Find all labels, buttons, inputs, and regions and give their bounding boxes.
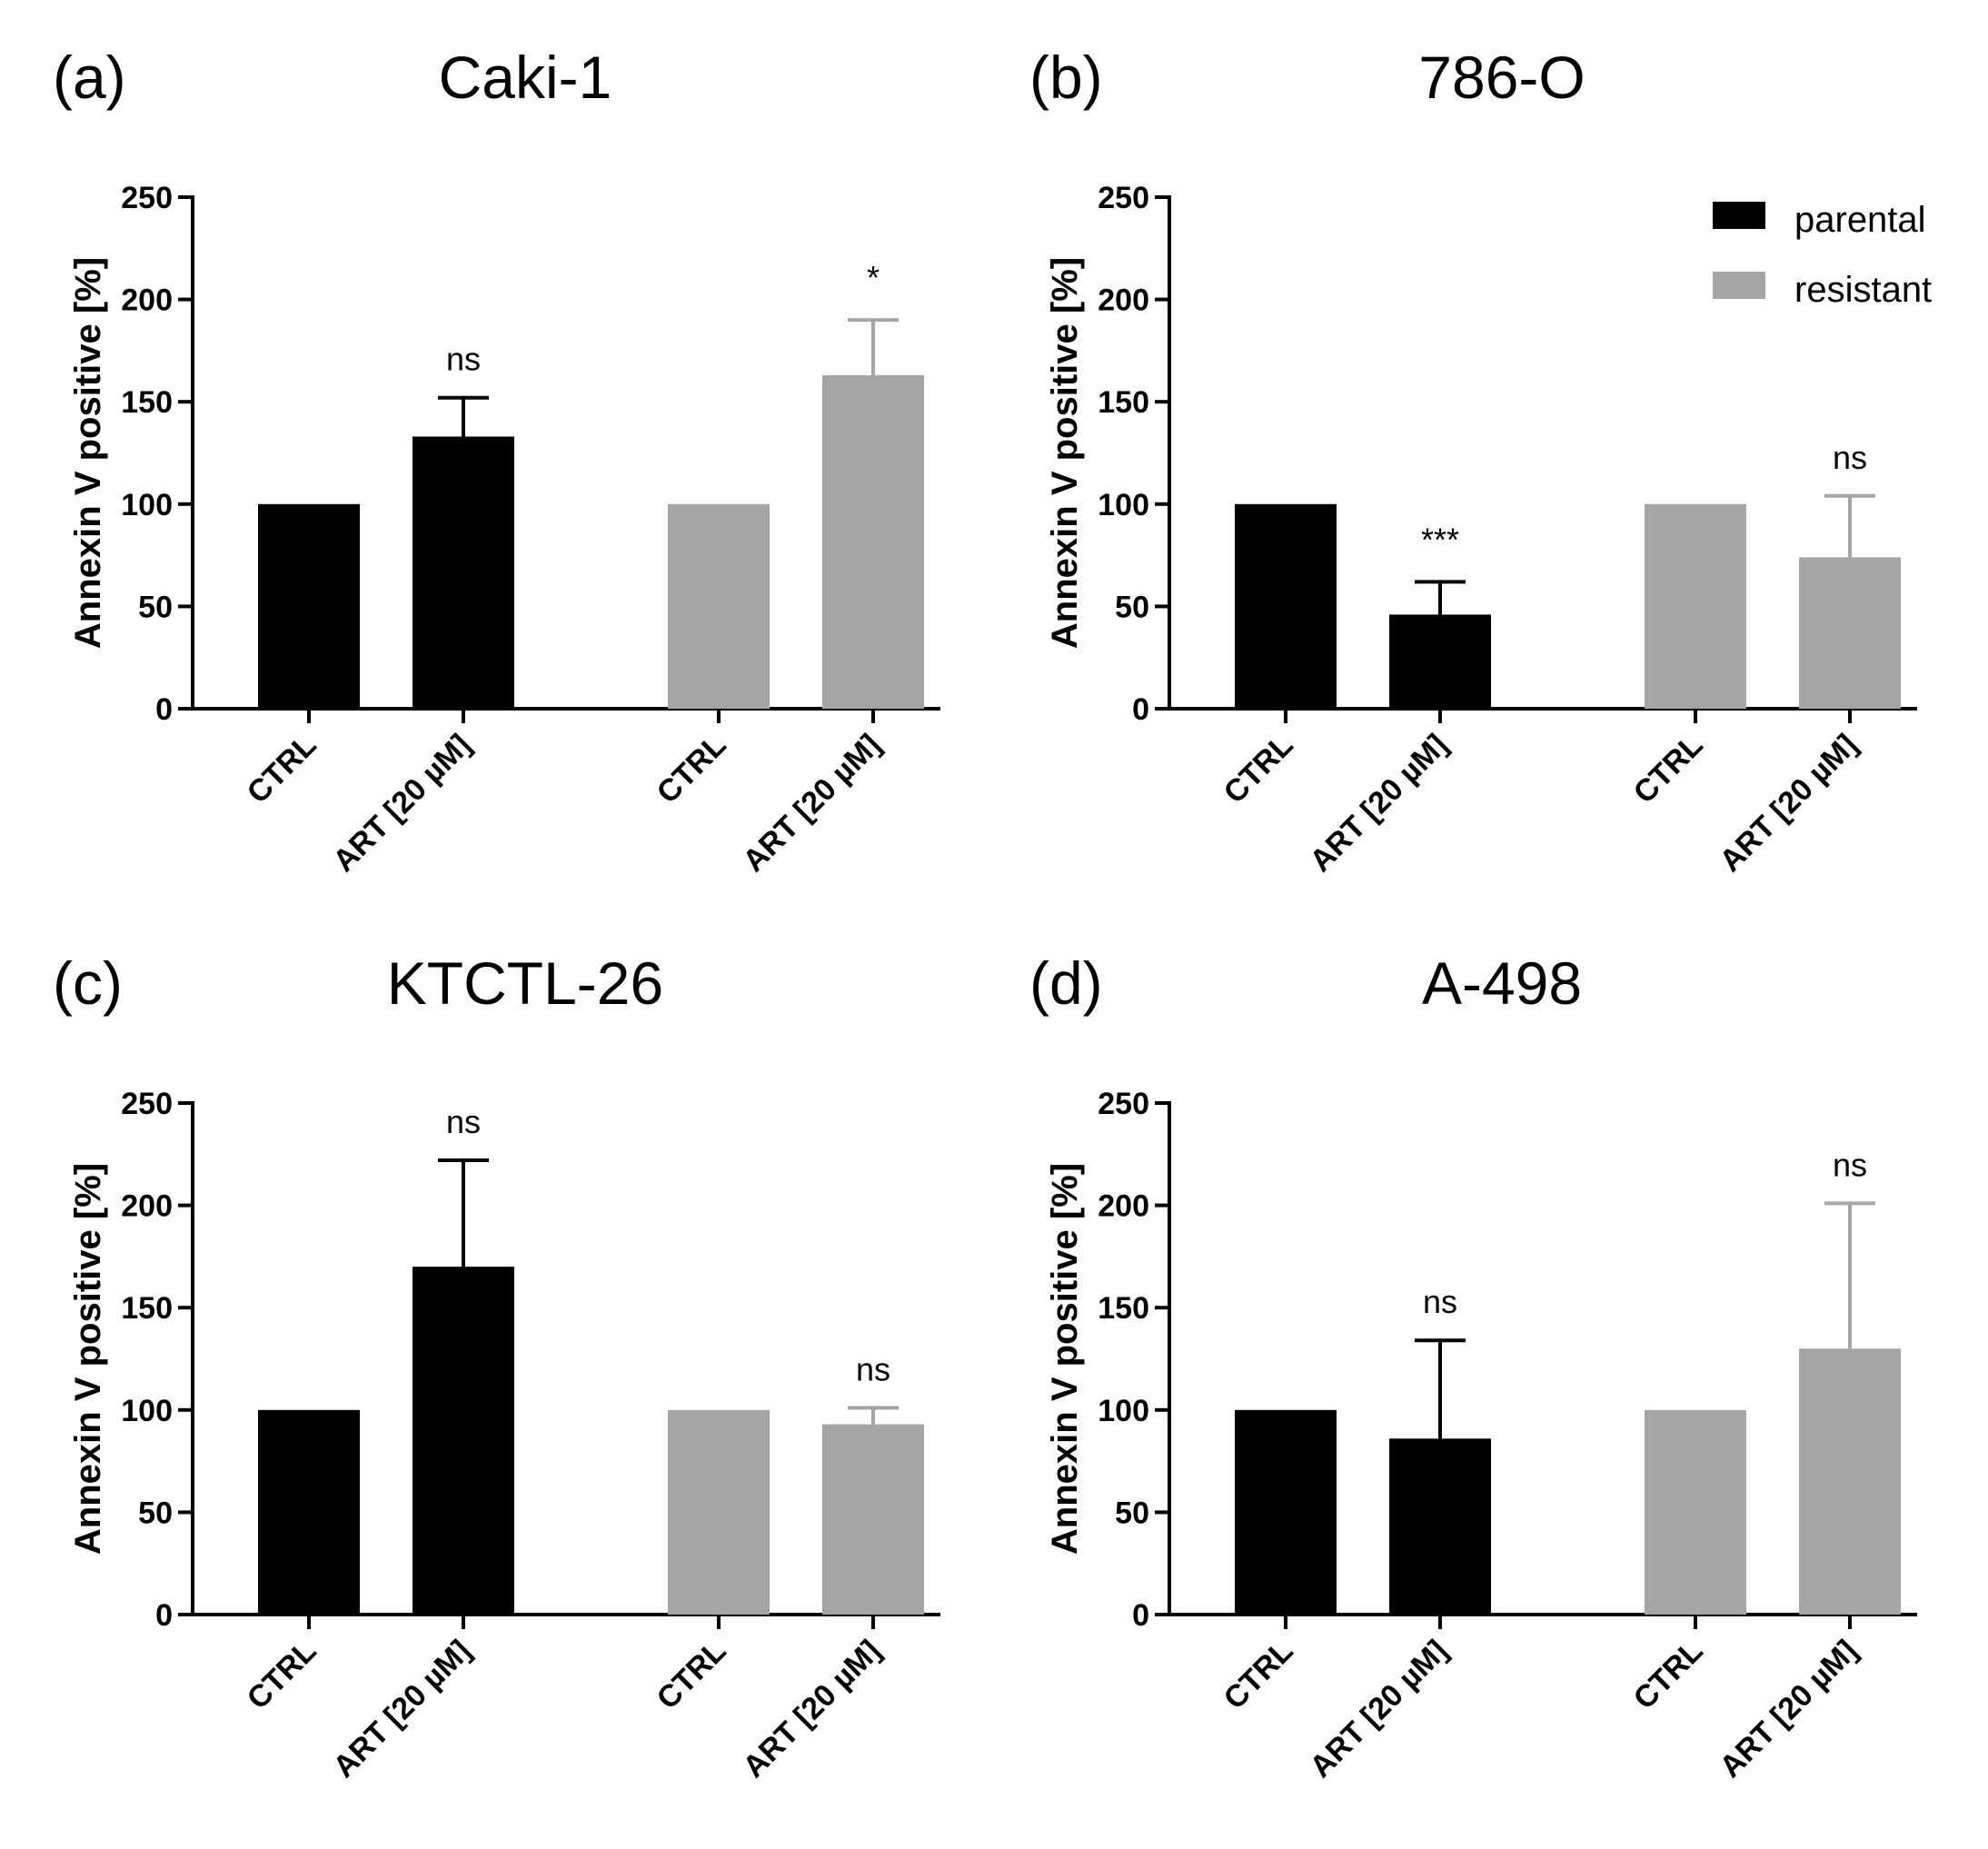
- chart-panel-4: (d) A-498 Annexin V positive [%] 0 50 100 150 2…: [1029, 949, 1917, 1784]
- bar-resistant-art: [1799, 1348, 1901, 1615]
- x-tick-label: CTRL: [1218, 728, 1300, 810]
- x-tick-label: CTRL: [651, 728, 733, 810]
- y-axis-title: Annexin V positive [%]: [1045, 1163, 1085, 1555]
- panel-title: 786-O: [1418, 44, 1585, 111]
- significance-label: ns: [1833, 1146, 1867, 1183]
- y-tick-label: 250: [1098, 1087, 1149, 1121]
- x-tick-label: ART [20 µM]: [736, 1634, 887, 1784]
- x-tick-label: ART [20 µM]: [1303, 1634, 1454, 1784]
- panel-letter: (a): [53, 44, 126, 111]
- y-tick-label: 50: [1115, 590, 1149, 624]
- x-tick-label: ART [20 µM]: [1713, 728, 1864, 879]
- legend-label: resistant: [1794, 270, 1932, 310]
- y-tick-label: 250: [1098, 181, 1149, 215]
- y-tick-label: 200: [121, 283, 173, 318]
- bar-parental-ctrl: [258, 1409, 360, 1615]
- bar-resistant-ctrl: [1645, 1409, 1746, 1615]
- y-tick-label: 100: [121, 488, 173, 522]
- legend-label: parental: [1794, 200, 1926, 240]
- y-tick-label: 200: [1098, 283, 1149, 318]
- y-tick-label: 100: [1098, 1394, 1149, 1428]
- chart-panel-3: (c) KTCTL-26 Annexin V positive [%] 0 50 100 1…: [53, 949, 940, 1784]
- y-tick-label: 0: [155, 692, 173, 727]
- significance-label: ns: [446, 341, 481, 378]
- x-tick-label: ART [20 µM]: [326, 1634, 477, 1784]
- panel-title: Caki-1: [439, 44, 612, 111]
- y-tick-label: 50: [1115, 1496, 1149, 1530]
- x-tick-label: CTRL: [241, 728, 323, 810]
- significance-label: *: [867, 259, 880, 296]
- x-tick-label: CTRL: [1627, 728, 1710, 810]
- bar-parental-art: [413, 1267, 514, 1615]
- x-tick-label: CTRL: [1218, 1634, 1300, 1716]
- y-tick-label: 150: [121, 1291, 173, 1326]
- y-tick-label: 100: [1098, 488, 1149, 522]
- significance-label: ns: [1833, 439, 1867, 476]
- bar-parental-art: [1389, 1438, 1491, 1615]
- bar-parental-ctrl: [258, 503, 360, 709]
- bar-parental-ctrl: [1235, 1409, 1337, 1615]
- y-tick-label: 250: [121, 1087, 173, 1121]
- legend-swatch-resistant: [1713, 272, 1765, 299]
- y-tick-label: 250: [121, 181, 173, 215]
- x-tick-label: CTRL: [241, 1634, 323, 1716]
- bar-resistant-ctrl: [668, 503, 770, 709]
- bar-resistant-art: [822, 374, 924, 709]
- y-axis-title: Annexin V positive [%]: [68, 1163, 108, 1555]
- panel-title: KTCTL-26: [387, 949, 663, 1017]
- significance-label: ns: [446, 1103, 481, 1140]
- panel-letter: (b): [1029, 44, 1103, 111]
- legend-swatch-parental: [1713, 202, 1765, 229]
- panel-title: A-498: [1422, 949, 1582, 1017]
- significance-label: ns: [1423, 1283, 1457, 1320]
- y-tick-label: 150: [1098, 385, 1149, 420]
- bar-resistant-ctrl: [668, 1409, 770, 1615]
- x-tick-label: CTRL: [651, 1634, 733, 1716]
- y-tick-label: 0: [1132, 1598, 1149, 1633]
- y-tick-label: 0: [1132, 692, 1149, 727]
- y-tick-label: 200: [1098, 1189, 1149, 1224]
- panel-letter: (d): [1029, 949, 1103, 1017]
- x-tick-label: ART [20 µM]: [1303, 728, 1454, 879]
- bar-resistant-ctrl: [1645, 503, 1746, 709]
- y-axis-title: Annexin V positive [%]: [68, 257, 108, 649]
- y-tick-label: 100: [121, 1394, 173, 1428]
- y-tick-label: 50: [138, 1496, 173, 1530]
- y-tick-label: 150: [121, 385, 173, 420]
- chart-panel-2: (b) 786-O Annexin V positive [%] 0 50 100 150 2…: [1029, 44, 1932, 879]
- chart-panel-1: (a) Caki-1 Annexin V positive [%] 0 50 100 150…: [53, 44, 940, 879]
- significance-label: ***: [1421, 521, 1459, 558]
- bar-parental-art: [1389, 614, 1491, 709]
- y-tick-label: 50: [138, 590, 173, 624]
- y-tick-label: 200: [121, 1189, 173, 1224]
- bar-parental-ctrl: [1235, 503, 1337, 709]
- bar-resistant-art: [822, 1424, 924, 1615]
- significance-label: ns: [856, 1351, 890, 1388]
- x-tick-label: ART [20 µM]: [736, 728, 887, 879]
- x-tick-label: ART [20 µM]: [1713, 1634, 1864, 1784]
- y-tick-label: 150: [1098, 1291, 1149, 1326]
- bar-resistant-art: [1799, 557, 1901, 709]
- x-tick-label: ART [20 µM]: [326, 728, 477, 879]
- bar-parental-art: [413, 436, 514, 709]
- y-axis-title: Annexin V positive [%]: [1045, 257, 1085, 649]
- panel-letter: (c): [53, 949, 123, 1017]
- x-tick-label: CTRL: [1627, 1634, 1710, 1716]
- y-tick-label: 0: [155, 1598, 173, 1633]
